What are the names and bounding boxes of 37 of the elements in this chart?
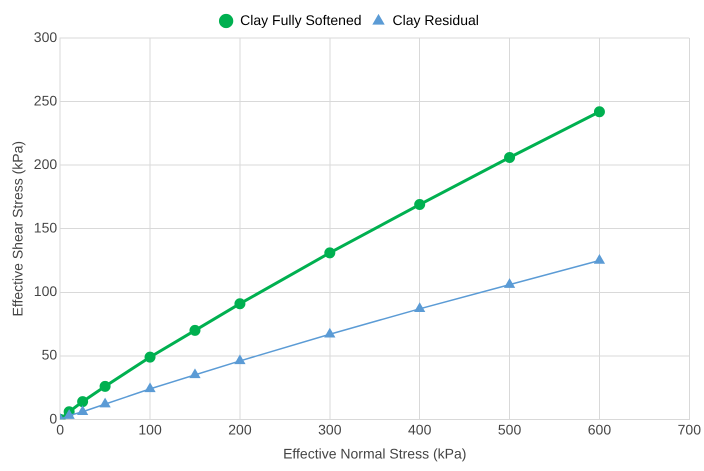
y-tick-label: 100 [34, 283, 58, 300]
point [504, 278, 515, 288]
y-tick-label: 0 [49, 410, 58, 426]
point [414, 199, 426, 210]
point [190, 369, 200, 378]
x-tick-label: 100 [138, 422, 162, 438]
point [234, 298, 246, 310]
y-axis-title: Effective Shear Stress (kPa) [9, 140, 26, 316]
point [77, 396, 88, 408]
legend-label: Clay Residual [392, 12, 479, 28]
point [189, 324, 200, 336]
y-tick-label: 150 [34, 220, 58, 236]
point [100, 380, 111, 392]
point [594, 254, 605, 264]
point [414, 303, 425, 312]
x-axis-title: Effective Normal Stress (kPa) [283, 445, 466, 462]
point [64, 410, 74, 419]
point [144, 352, 156, 363]
legend-label: Clay Fully Softened [240, 12, 362, 28]
point [234, 355, 245, 364]
x-tick-label: 600 [588, 422, 612, 438]
y-tick-label: 200 [34, 156, 58, 172]
point [100, 398, 110, 408]
x-tick-label: 300 [318, 422, 342, 438]
point [324, 247, 336, 258]
x-tick-label: 700 [678, 422, 702, 438]
x-tick-label: 500 [498, 422, 522, 438]
point [78, 406, 88, 416]
point [324, 328, 335, 338]
point [594, 106, 605, 118]
point [504, 152, 516, 164]
y-tick-label: 50 [42, 346, 58, 363]
x-tick-label: 200 [228, 422, 252, 438]
point [144, 383, 156, 392]
y-tick-label: 250 [34, 92, 58, 108]
x-tick-label: 400 [408, 422, 432, 438]
y-tick-label: 300 [34, 28, 58, 45]
